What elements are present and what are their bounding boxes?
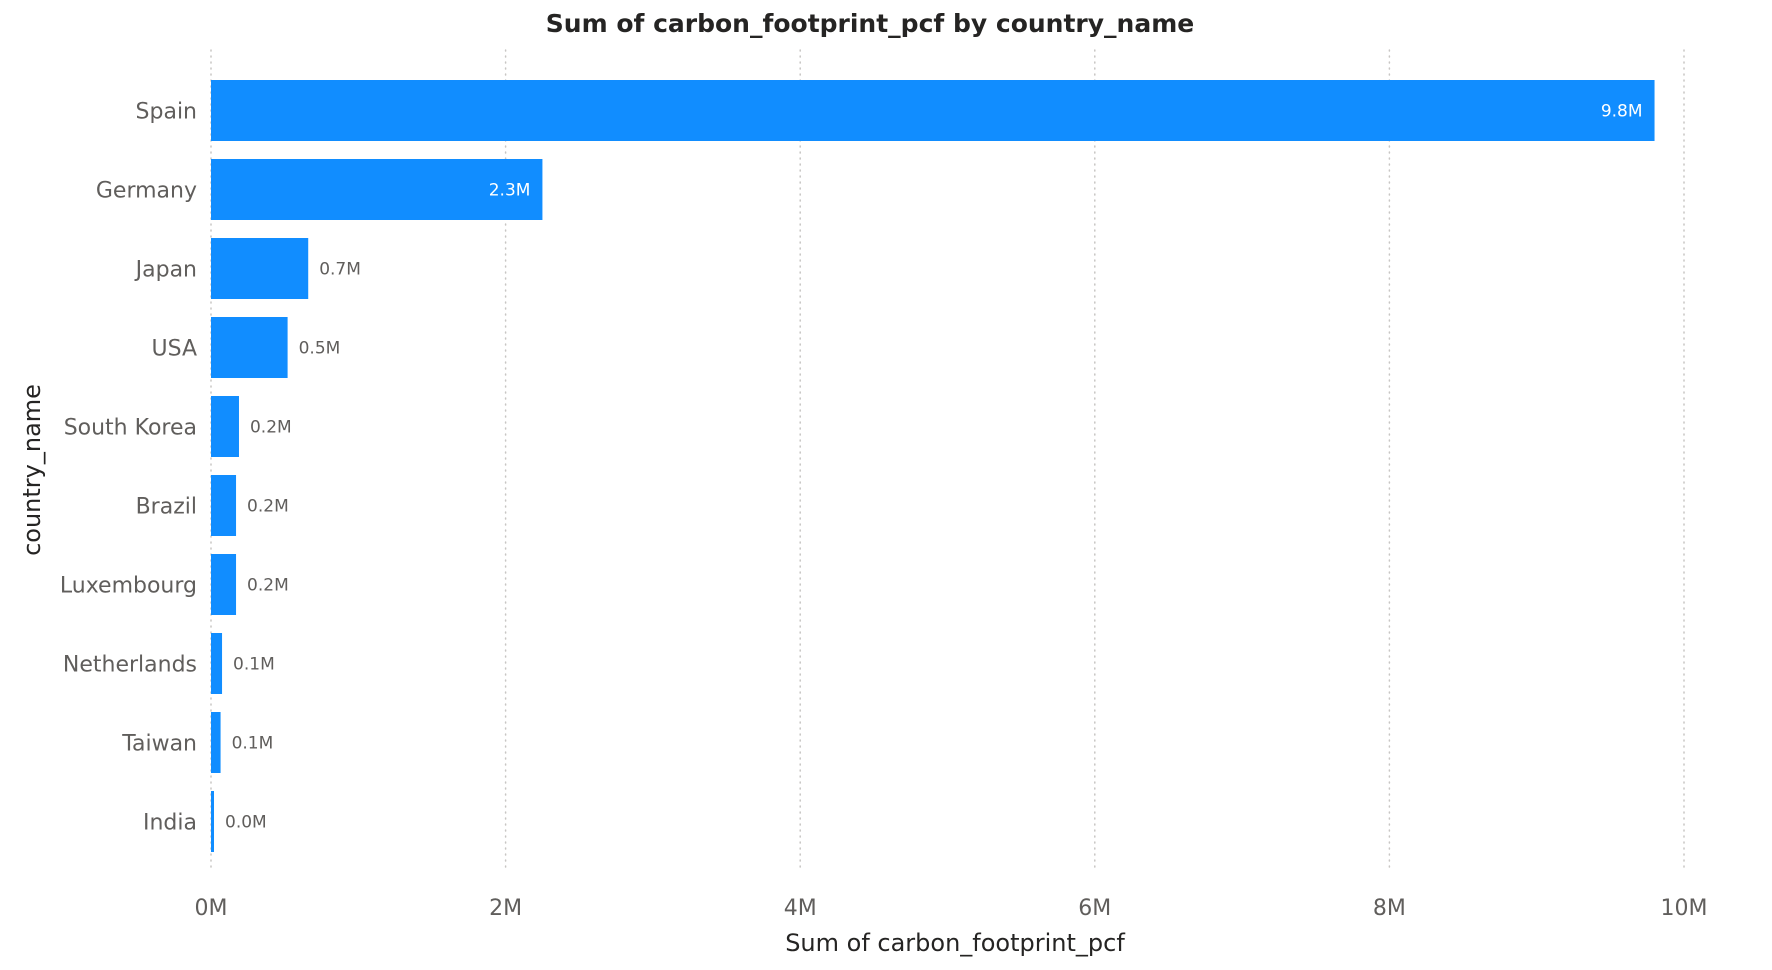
x-tick-label: 8M <box>1373 896 1406 921</box>
x-tick-label: 10M <box>1661 896 1708 921</box>
data-label: 0.2M <box>247 576 289 596</box>
category-label: Netherlands <box>63 653 197 678</box>
data-label: 0.2M <box>247 497 289 517</box>
category-label: Taiwan <box>121 732 197 757</box>
data-label: 0.5M <box>299 339 341 359</box>
category-label: USA <box>151 337 197 362</box>
bar[interactable] <box>211 238 309 299</box>
bar[interactable] <box>211 317 288 378</box>
data-label: 0.1M <box>232 734 274 754</box>
chart-title: Sum of carbon_footprint_pcf by country_n… <box>546 9 1194 38</box>
category-label: India <box>143 811 197 836</box>
data-label: 9.8M <box>1601 102 1643 122</box>
bar[interactable] <box>211 554 237 615</box>
data-label: 0.7M <box>319 260 361 280</box>
bar[interactable] <box>211 475 237 536</box>
category-labels: Spain Germany Japan USA South Korea Brazil Lux… <box>60 100 197 836</box>
data-label: 0.0M <box>225 813 267 833</box>
data-label: 0.1M <box>233 655 275 675</box>
x-tick-labels: 0M 2M 4M 6M 8M 10M <box>195 896 1708 921</box>
bar[interactable] <box>211 80 1655 141</box>
x-tick-label: 6M <box>1078 896 1111 921</box>
bar[interactable] <box>211 633 223 694</box>
category-label: Luxembourg <box>60 574 197 599</box>
x-tick-label: 4M <box>784 896 817 921</box>
bar[interactable] <box>211 159 543 220</box>
category-label: Japan <box>134 258 197 283</box>
category-label: South Korea <box>64 416 197 441</box>
bars: 9.8M 2.3M 0.7M 0.5M 0.2M 0.2M 0.2M 0.1M 0.1M 0.0M <box>211 80 1655 852</box>
y-axis-title: country_name <box>18 384 46 556</box>
x-tick-label: 2M <box>489 896 522 921</box>
category-label: Brazil <box>136 495 197 520</box>
data-label: 0.2M <box>250 418 292 438</box>
category-label: Germany <box>96 179 197 204</box>
x-axis-title: Sum of carbon_footprint_pcf <box>785 929 1125 957</box>
bar[interactable] <box>211 712 221 773</box>
x-tick-label: 0M <box>195 896 228 921</box>
bar[interactable] <box>211 791 214 852</box>
data-label: 2.3M <box>489 181 531 201</box>
bar[interactable] <box>211 396 239 457</box>
category-label: Spain <box>136 100 197 125</box>
